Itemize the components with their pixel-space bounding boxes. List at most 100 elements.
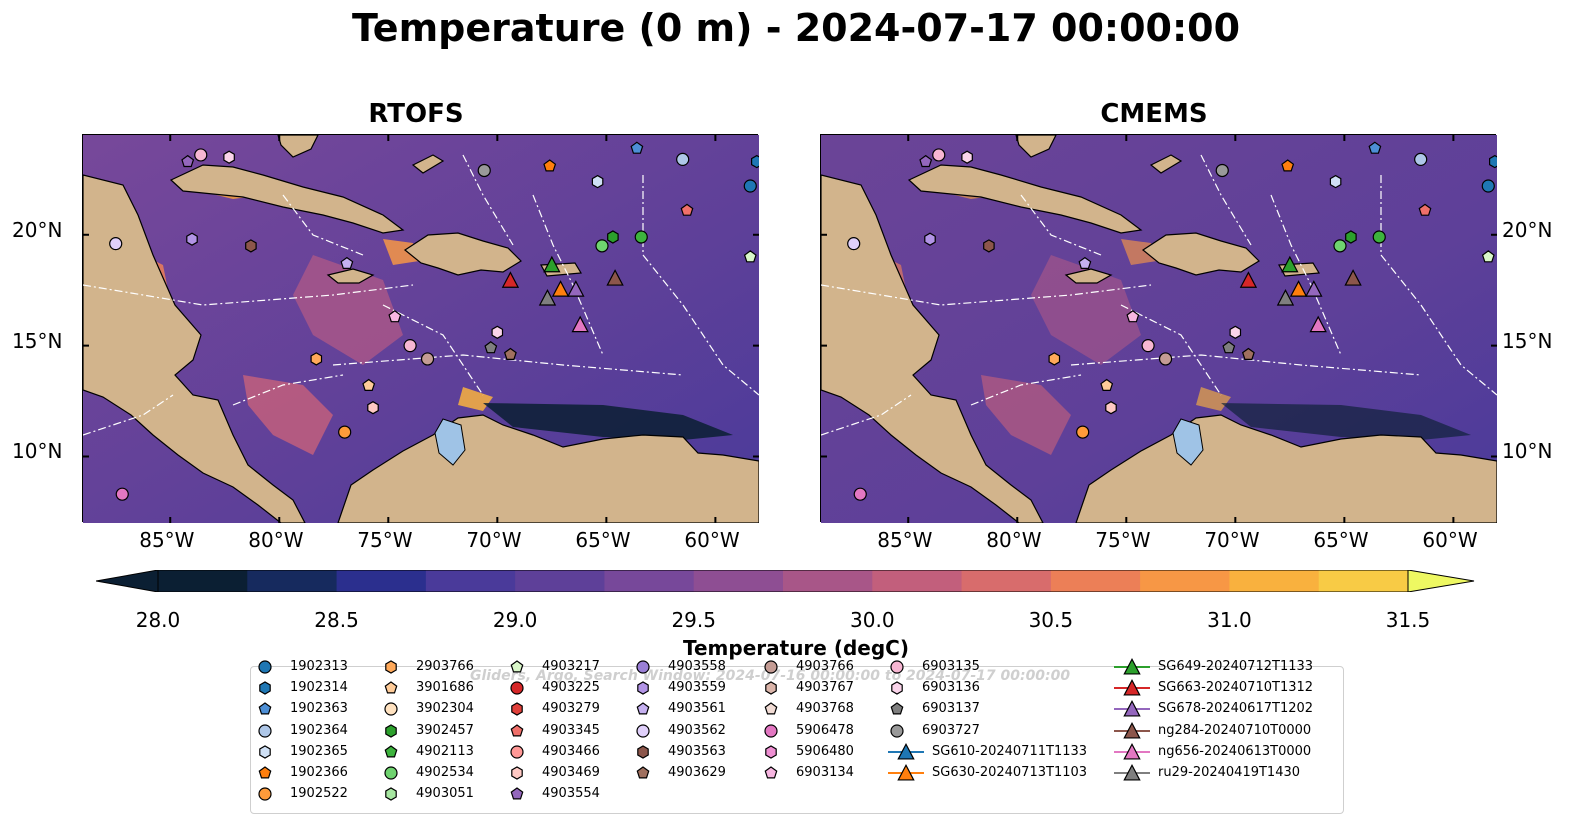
legend-circle-icon[interactable] (258, 787, 272, 801)
argo-float-marker[interactable] (1229, 325, 1242, 339)
glider-marker[interactable] (1309, 315, 1327, 333)
argo-float-marker[interactable] (1372, 230, 1386, 244)
argo-float-marker[interactable] (743, 179, 757, 193)
legend-circle-icon[interactable] (636, 660, 650, 674)
argo-float-marker[interactable] (750, 154, 763, 169)
argo-float-marker[interactable] (680, 203, 694, 216)
glider-marker[interactable] (1305, 280, 1323, 297)
map-cmems[interactable] (820, 134, 1501, 524)
argo-float-marker[interactable] (1158, 352, 1173, 366)
argo-float-marker[interactable] (1241, 347, 1255, 360)
argo-float-marker[interactable] (1126, 310, 1140, 323)
argo-float-marker[interactable] (338, 425, 352, 439)
legend-glider-icon[interactable] (1123, 657, 1141, 675)
glider-marker[interactable] (551, 280, 570, 297)
argo-float-marker[interactable] (676, 152, 690, 166)
argo-float-marker[interactable] (743, 250, 757, 263)
argo-float-marker[interactable] (186, 232, 198, 246)
legend-glider-icon[interactable] (1123, 763, 1141, 781)
legend-hexagon-icon[interactable] (765, 745, 777, 759)
argo-float-marker[interactable] (1329, 174, 1342, 189)
argo-float-marker[interactable] (503, 347, 517, 360)
legend-circle-icon[interactable] (764, 660, 778, 674)
argo-float-marker[interactable] (1345, 230, 1357, 244)
argo-float-marker[interactable] (1368, 141, 1382, 154)
argo-float-marker[interactable] (388, 310, 402, 323)
argo-float-marker[interactable] (403, 339, 417, 353)
legend-pentagon-icon[interactable] (258, 766, 272, 779)
argo-float-marker[interactable] (491, 325, 504, 339)
argo-float-marker[interactable] (367, 401, 379, 415)
glider-marker[interactable] (1344, 269, 1362, 286)
legend-glider-icon[interactable] (1123, 700, 1141, 717)
glider-marker[interactable] (1276, 289, 1295, 306)
argo-float-marker[interactable] (1418, 203, 1432, 216)
legend-hexagon-icon[interactable] (637, 681, 649, 695)
glider-marker[interactable] (501, 271, 520, 288)
legend-pentagon-icon[interactable] (636, 766, 650, 779)
legend-circle-icon[interactable] (384, 702, 398, 716)
legend-pentagon-icon[interactable] (890, 702, 904, 715)
argo-float-marker[interactable] (924, 232, 936, 246)
legend-pentagon-icon[interactable] (764, 766, 778, 779)
argo-float-marker[interactable] (1333, 239, 1347, 253)
legend-pentagon-icon[interactable] (510, 787, 524, 800)
legend-glider-icon[interactable] (1123, 721, 1141, 739)
legend-hexagon-icon[interactable] (385, 723, 397, 738)
argo-float-marker[interactable] (595, 239, 609, 253)
argo-float-marker[interactable] (1281, 159, 1295, 172)
argo-float-marker[interactable] (223, 150, 235, 164)
legend-glider-icon[interactable] (897, 742, 915, 760)
legend-pentagon-icon[interactable] (636, 702, 650, 715)
glider-marker[interactable] (1239, 271, 1258, 288)
glider-marker[interactable] (606, 269, 624, 286)
argo-float-marker[interactable] (543, 159, 557, 172)
argo-float-marker[interactable] (591, 174, 604, 189)
argo-float-marker[interactable] (109, 237, 123, 251)
legend-pentagon-icon[interactable] (510, 723, 524, 737)
argo-float-marker[interactable] (1078, 256, 1092, 269)
glider-marker[interactable] (571, 315, 589, 333)
legend-circle-icon[interactable] (890, 723, 904, 738)
argo-float-marker[interactable] (1488, 154, 1501, 169)
argo-float-marker[interactable] (630, 141, 644, 154)
argo-float-marker[interactable] (634, 230, 648, 244)
argo-float-marker[interactable] (245, 239, 257, 253)
legend-circle-icon[interactable] (636, 723, 650, 738)
argo-float-marker[interactable] (1215, 163, 1229, 178)
argo-float-marker[interactable] (853, 487, 867, 501)
legend-hexagon-icon[interactable] (385, 660, 397, 674)
legend-hexagon-icon[interactable] (259, 745, 271, 759)
legend-pentagon-icon[interactable] (764, 702, 778, 715)
argo-float-marker[interactable] (420, 352, 435, 366)
legend-pentagon-icon[interactable] (258, 702, 272, 715)
argo-float-marker[interactable] (310, 352, 323, 366)
legend-circle-icon[interactable] (258, 660, 272, 674)
legend-pentagon-icon[interactable] (510, 660, 524, 673)
legend-hexagon-icon[interactable] (259, 681, 271, 695)
argo-float-marker[interactable] (983, 239, 995, 253)
argo-float-marker[interactable] (115, 487, 129, 501)
legend-circle-icon[interactable] (258, 723, 272, 738)
legend-glider-icon[interactable] (1123, 679, 1141, 696)
legend-pentagon-icon[interactable] (384, 745, 398, 758)
legend-circle-icon[interactable] (510, 745, 524, 759)
argo-float-marker[interactable] (1105, 401, 1117, 415)
argo-float-marker[interactable] (961, 150, 973, 164)
legend-hexagon-icon[interactable] (385, 787, 397, 801)
map-rtofs[interactable] (82, 134, 763, 524)
argo-float-marker[interactable] (847, 237, 861, 251)
legend-circle-icon[interactable] (384, 766, 398, 780)
glider-marker[interactable] (543, 255, 561, 273)
argo-float-marker[interactable] (1414, 152, 1428, 166)
argo-float-marker[interactable] (607, 230, 619, 244)
legend-glider-icon[interactable] (897, 763, 915, 781)
legend-hexagon-icon[interactable] (511, 702, 523, 717)
argo-float-marker[interactable] (340, 256, 354, 269)
argo-float-marker[interactable] (932, 148, 946, 162)
argo-float-marker[interactable] (181, 154, 195, 168)
legend-hexagon-icon[interactable] (891, 681, 903, 695)
argo-float-marker[interactable] (194, 148, 208, 162)
legend-hexagon-icon[interactable] (511, 766, 523, 780)
argo-float-marker[interactable] (362, 378, 376, 391)
